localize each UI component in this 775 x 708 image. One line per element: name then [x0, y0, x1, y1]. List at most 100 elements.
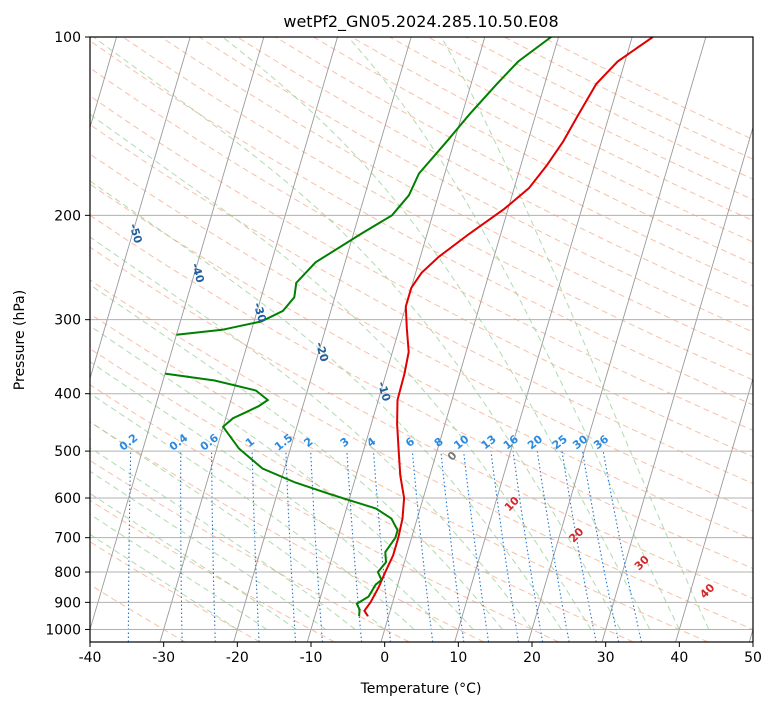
- dry-adiabat-line: [351, 37, 753, 243]
- mixing-ratio-label: 2: [302, 435, 316, 450]
- dry-adiabat-line: [90, 40, 753, 406]
- dry-adiabat-line: [90, 421, 485, 642]
- mixing-ratio-line: [463, 451, 490, 642]
- isotherm-label: -30: [251, 301, 269, 324]
- x-tick-label: -30: [152, 650, 175, 666]
- dry-adiabat-line: [90, 584, 186, 642]
- mixing-ratio-label: 0.2: [117, 431, 140, 453]
- mixing-ratio-line: [512, 451, 544, 642]
- dry-adiabat-line: [504, 37, 753, 160]
- isotherm-line: [380, 37, 559, 642]
- moist-adiabat-line: [90, 180, 562, 630]
- moist-adiabat-label: 30: [632, 553, 652, 573]
- x-tick-label: 50: [744, 650, 762, 666]
- mixing-ratio-line: [127, 451, 132, 642]
- mixing-ratio-line: [210, 451, 216, 642]
- moist-adiabat-label: 20: [566, 525, 586, 545]
- mixing-ratio-line: [411, 451, 434, 642]
- dry-adiabat-line: [90, 313, 709, 642]
- mixing-ratio-line: [251, 451, 260, 642]
- dry-adiabat-line: [90, 279, 753, 630]
- isotherm-line: [675, 376, 753, 642]
- x-tick-label: 20: [523, 650, 541, 666]
- x-tick-label: 40: [670, 650, 688, 666]
- mixing-ratio-label: 36: [591, 432, 611, 452]
- mixing-ratio-label: 13: [479, 433, 499, 453]
- x-tick-label: 10: [449, 650, 467, 666]
- mixing-ratio-line: [490, 451, 519, 642]
- mixing-ratio-line: [536, 451, 570, 642]
- isotherm-label: -60: [64, 183, 82, 206]
- dry-adiabat-line: [160, 37, 753, 357]
- mixing-ratio-label: 8: [432, 435, 446, 450]
- isotherm-line: [306, 37, 486, 642]
- mixing-ratio-line: [310, 451, 323, 642]
- background-lines: [90, 37, 753, 642]
- x-tick-label: 0: [380, 650, 389, 666]
- x-tick-label: -20: [226, 650, 249, 666]
- dewpoint-upper-trace: [176, 37, 552, 336]
- line-labels: -100-90-80-70-60-50-40-30-20-100.10.20.4…: [64, 183, 718, 601]
- moist-adiabat-label: 10: [502, 494, 522, 514]
- y-tick-label: 100: [54, 30, 81, 46]
- isotherm-label: -40: [189, 262, 207, 285]
- moist-adiabat-line: [440, 37, 710, 630]
- y-tick-label: 600: [54, 491, 81, 507]
- moist-adiabat-line: [90, 470, 326, 630]
- mixing-ratio-label: 16: [501, 432, 521, 452]
- mixing-ratio-label: 4: [364, 435, 378, 450]
- moist-adiabat-line: [90, 392, 415, 630]
- mixing-ratio-label: 0.4: [167, 431, 191, 453]
- moist-adiabat-line: [90, 513, 268, 630]
- y-tick-label: 500: [54, 444, 81, 460]
- dry-adiabat-line: [90, 124, 753, 485]
- dry-adiabat-line: [90, 67, 753, 432]
- y-tick-label: 1000: [45, 622, 81, 638]
- mixing-ratio-line: [581, 451, 620, 642]
- mixing-ratio-label: 30: [570, 432, 590, 452]
- mixing-ratio-label: 1.5: [272, 431, 295, 453]
- moist-adiabat-line: [90, 113, 592, 630]
- temperature-trace: [363, 37, 654, 617]
- dry-adiabat-line: [275, 37, 753, 287]
- mixing-ratio-line: [602, 451, 643, 642]
- moist-adiabat-line: [90, 492, 297, 630]
- mixing-ratio-label: 0.6: [198, 431, 222, 453]
- mixing-ratio-label: 25: [550, 433, 570, 453]
- isotherm-label: -10: [375, 380, 393, 403]
- isotherm-label: -50: [127, 222, 145, 245]
- dry-adiabat-line: [90, 246, 753, 600]
- mixing-ratio-line: [346, 451, 363, 642]
- dry-adiabat-line: [389, 37, 753, 222]
- isotherm-line: [159, 37, 338, 642]
- x-axis: -40 -30 -20 -10 0 10 20 30 40 50: [79, 642, 762, 666]
- mixing-ratio-label: 0.1: [70, 431, 93, 453]
- dry-adiabat-line: [90, 499, 335, 642]
- dry-adiabat-line: [90, 541, 261, 642]
- mixing-ratio-label: 3: [338, 435, 352, 450]
- mixing-ratio-line: [440, 451, 465, 642]
- dry-adiabat-line: [198, 37, 753, 333]
- dry-adiabat-line: [90, 348, 634, 642]
- y-tick-label: 200: [54, 208, 81, 224]
- dewpoint-trace: [164, 372, 399, 617]
- plot-frame: [89, 36, 754, 643]
- moist-adiabat-line: [90, 236, 533, 630]
- y-tick-label: 300: [54, 313, 81, 329]
- mixing-ratio-line: [372, 451, 392, 642]
- dry-adiabat-line: [236, 37, 753, 310]
- moist-adiabat-line: [90, 361, 444, 630]
- y-axis-title: Pressure (hPa): [12, 290, 28, 390]
- isotherm-line: [90, 37, 191, 380]
- sounding-traces: [164, 37, 654, 617]
- chart-title: wetPf2_GN05.2024.285.10.50.E08: [283, 12, 558, 32]
- y-tick-label: 400: [54, 387, 81, 403]
- isotherm-line: [90, 37, 265, 632]
- isotherm-line: [454, 37, 633, 642]
- dry-adiabat-line: [90, 153, 753, 512]
- dry-adiabat-line: [90, 459, 410, 642]
- isotherm-label: -20: [313, 341, 331, 364]
- mixing-ratio-label: 10: [451, 432, 471, 452]
- isotherm-line: [601, 125, 753, 642]
